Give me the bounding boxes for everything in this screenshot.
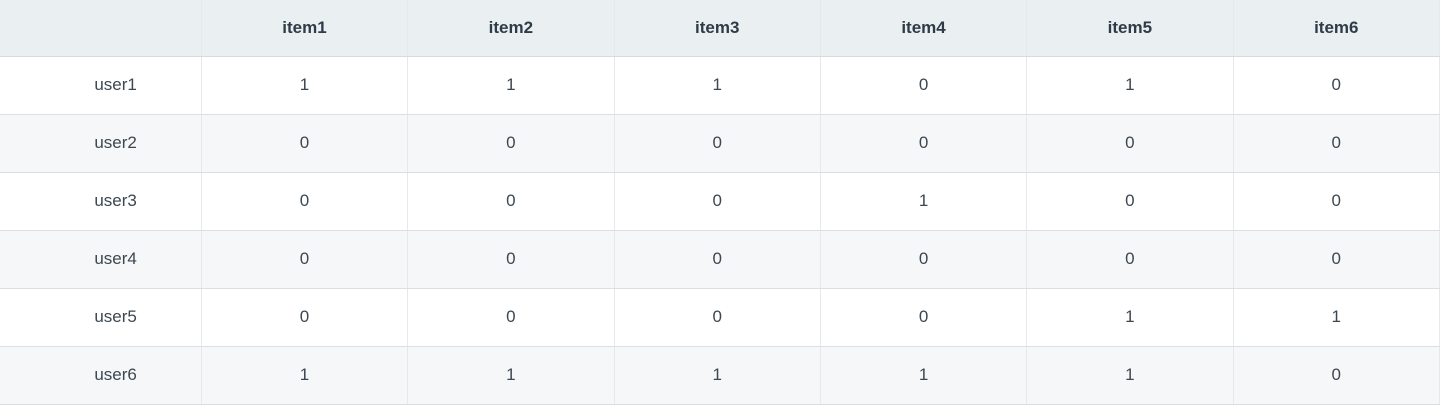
cell-user1-item1: 1: [201, 56, 409, 115]
cell-user3-item6: 0: [1233, 172, 1440, 231]
cell-user3-item4: 1: [820, 172, 1028, 231]
cell-user4-item5: 0: [1026, 230, 1234, 289]
cell-user1-item3: 1: [614, 56, 821, 115]
table-row: user2 0 0 0 0 0 0: [0, 114, 1440, 173]
table-row: user6 1 1 1 1 1 0: [0, 346, 1440, 405]
row-header-user4: user4: [0, 230, 202, 289]
column-header-item5: item5: [1026, 0, 1234, 57]
cell-user6-item1: 1: [201, 346, 409, 405]
row-header-user3: user3: [0, 172, 202, 231]
cell-user1-item5: 1: [1026, 56, 1234, 115]
cell-user5-item1: 0: [201, 288, 409, 347]
cell-user5-item3: 0: [614, 288, 821, 347]
column-header-item4: item4: [820, 0, 1028, 57]
cell-user4-item3: 0: [614, 230, 821, 289]
cell-user1-item4: 0: [820, 56, 1028, 115]
cell-user6-item6: 0: [1233, 346, 1440, 405]
column-header-item6: item6: [1233, 0, 1440, 57]
cell-user2-item5: 0: [1026, 114, 1234, 173]
cell-user6-item5: 1: [1026, 346, 1234, 405]
cell-user1-item2: 1: [407, 56, 615, 115]
row-header-user6: user6: [0, 346, 202, 405]
cell-user4-item2: 0: [407, 230, 615, 289]
cell-user4-item6: 0: [1233, 230, 1440, 289]
cell-user5-item2: 0: [407, 288, 615, 347]
cell-user5-item6: 1: [1233, 288, 1440, 347]
cell-user3-item2: 0: [407, 172, 615, 231]
row-header-user5: user5: [0, 288, 202, 347]
table-body: user1 1 1 1 0 1 0 user2 0 0 0 0 0 0 user…: [0, 56, 1440, 405]
cell-user2-item1: 0: [201, 114, 409, 173]
cell-user2-item2: 0: [407, 114, 615, 173]
column-header-item1: item1: [201, 0, 409, 57]
row-header-user2: user2: [0, 114, 202, 173]
table-row: user4 0 0 0 0 0 0: [0, 230, 1440, 289]
cell-user6-item4: 1: [820, 346, 1028, 405]
table-row: user1 1 1 1 0 1 0: [0, 56, 1440, 115]
cell-user3-item5: 0: [1026, 172, 1234, 231]
table-row: user3 0 0 0 1 0 0: [0, 172, 1440, 231]
column-header-item3: item3: [614, 0, 821, 57]
cell-user3-item3: 0: [614, 172, 821, 231]
row-header-user1: user1: [0, 56, 202, 115]
cell-user5-item4: 0: [820, 288, 1028, 347]
header-row: item1 item2 item3 item4 item5 item6: [0, 0, 1440, 57]
cell-user1-item6: 0: [1233, 56, 1440, 115]
cell-user6-item2: 1: [407, 346, 615, 405]
cell-user4-item1: 0: [201, 230, 409, 289]
cell-user2-item4: 0: [820, 114, 1028, 173]
cell-user2-item6: 0: [1233, 114, 1440, 173]
corner-header-cell: [0, 0, 202, 57]
column-header-item2: item2: [407, 0, 615, 57]
cell-user6-item3: 1: [614, 346, 821, 405]
table-header: item1 item2 item3 item4 item5 item6: [0, 0, 1440, 57]
table-row: user5 0 0 0 0 1 1: [0, 288, 1440, 347]
cell-user2-item3: 0: [614, 114, 821, 173]
cell-user4-item4: 0: [820, 230, 1028, 289]
cell-user5-item5: 1: [1026, 288, 1234, 347]
cell-user3-item1: 0: [201, 172, 409, 231]
